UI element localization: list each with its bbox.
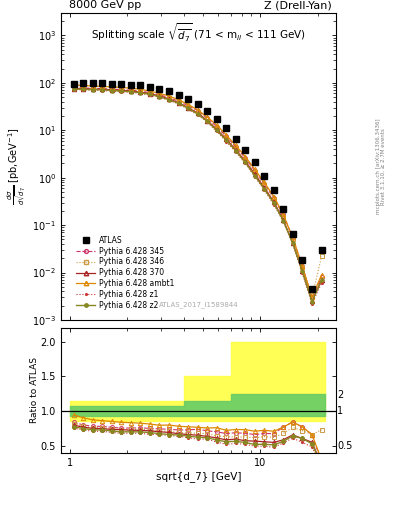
Text: mcplots.cern.ch [arXiv:1306.3436]: mcplots.cern.ch [arXiv:1306.3436]	[376, 119, 380, 214]
Text: 0.5: 0.5	[337, 441, 353, 451]
Text: ATLAS_2017_I1589844: ATLAS_2017_I1589844	[159, 301, 238, 308]
Legend: ATLAS, Pythia 6.428 345, Pythia 6.428 346, Pythia 6.428 370, Pythia 6.428 ambt1,: ATLAS, Pythia 6.428 345, Pythia 6.428 34…	[73, 232, 177, 313]
Text: Splitting scale $\sqrt{\overline{d_7}}$ (71 < m$_{ll}$ < 111 GeV): Splitting scale $\sqrt{\overline{d_7}}$ …	[91, 22, 306, 45]
Text: 2: 2	[337, 390, 343, 400]
Text: Z (Drell-Yan): Z (Drell-Yan)	[264, 0, 332, 10]
X-axis label: sqrt{d_7} [GeV]: sqrt{d_7} [GeV]	[156, 471, 241, 482]
Text: 8000 GeV pp: 8000 GeV pp	[69, 0, 141, 10]
Y-axis label: $\frac{d\sigma}{d\sqrt{d_7}}$ [pb,GeV$^{-1}$]: $\frac{d\sigma}{d\sqrt{d_7}}$ [pb,GeV$^{…	[6, 127, 29, 205]
Text: Rivet 3.1.10, ≥ 2.7M events: Rivet 3.1.10, ≥ 2.7M events	[381, 128, 386, 205]
Y-axis label: Ratio to ATLAS: Ratio to ATLAS	[30, 357, 39, 423]
Text: 1: 1	[337, 407, 343, 416]
